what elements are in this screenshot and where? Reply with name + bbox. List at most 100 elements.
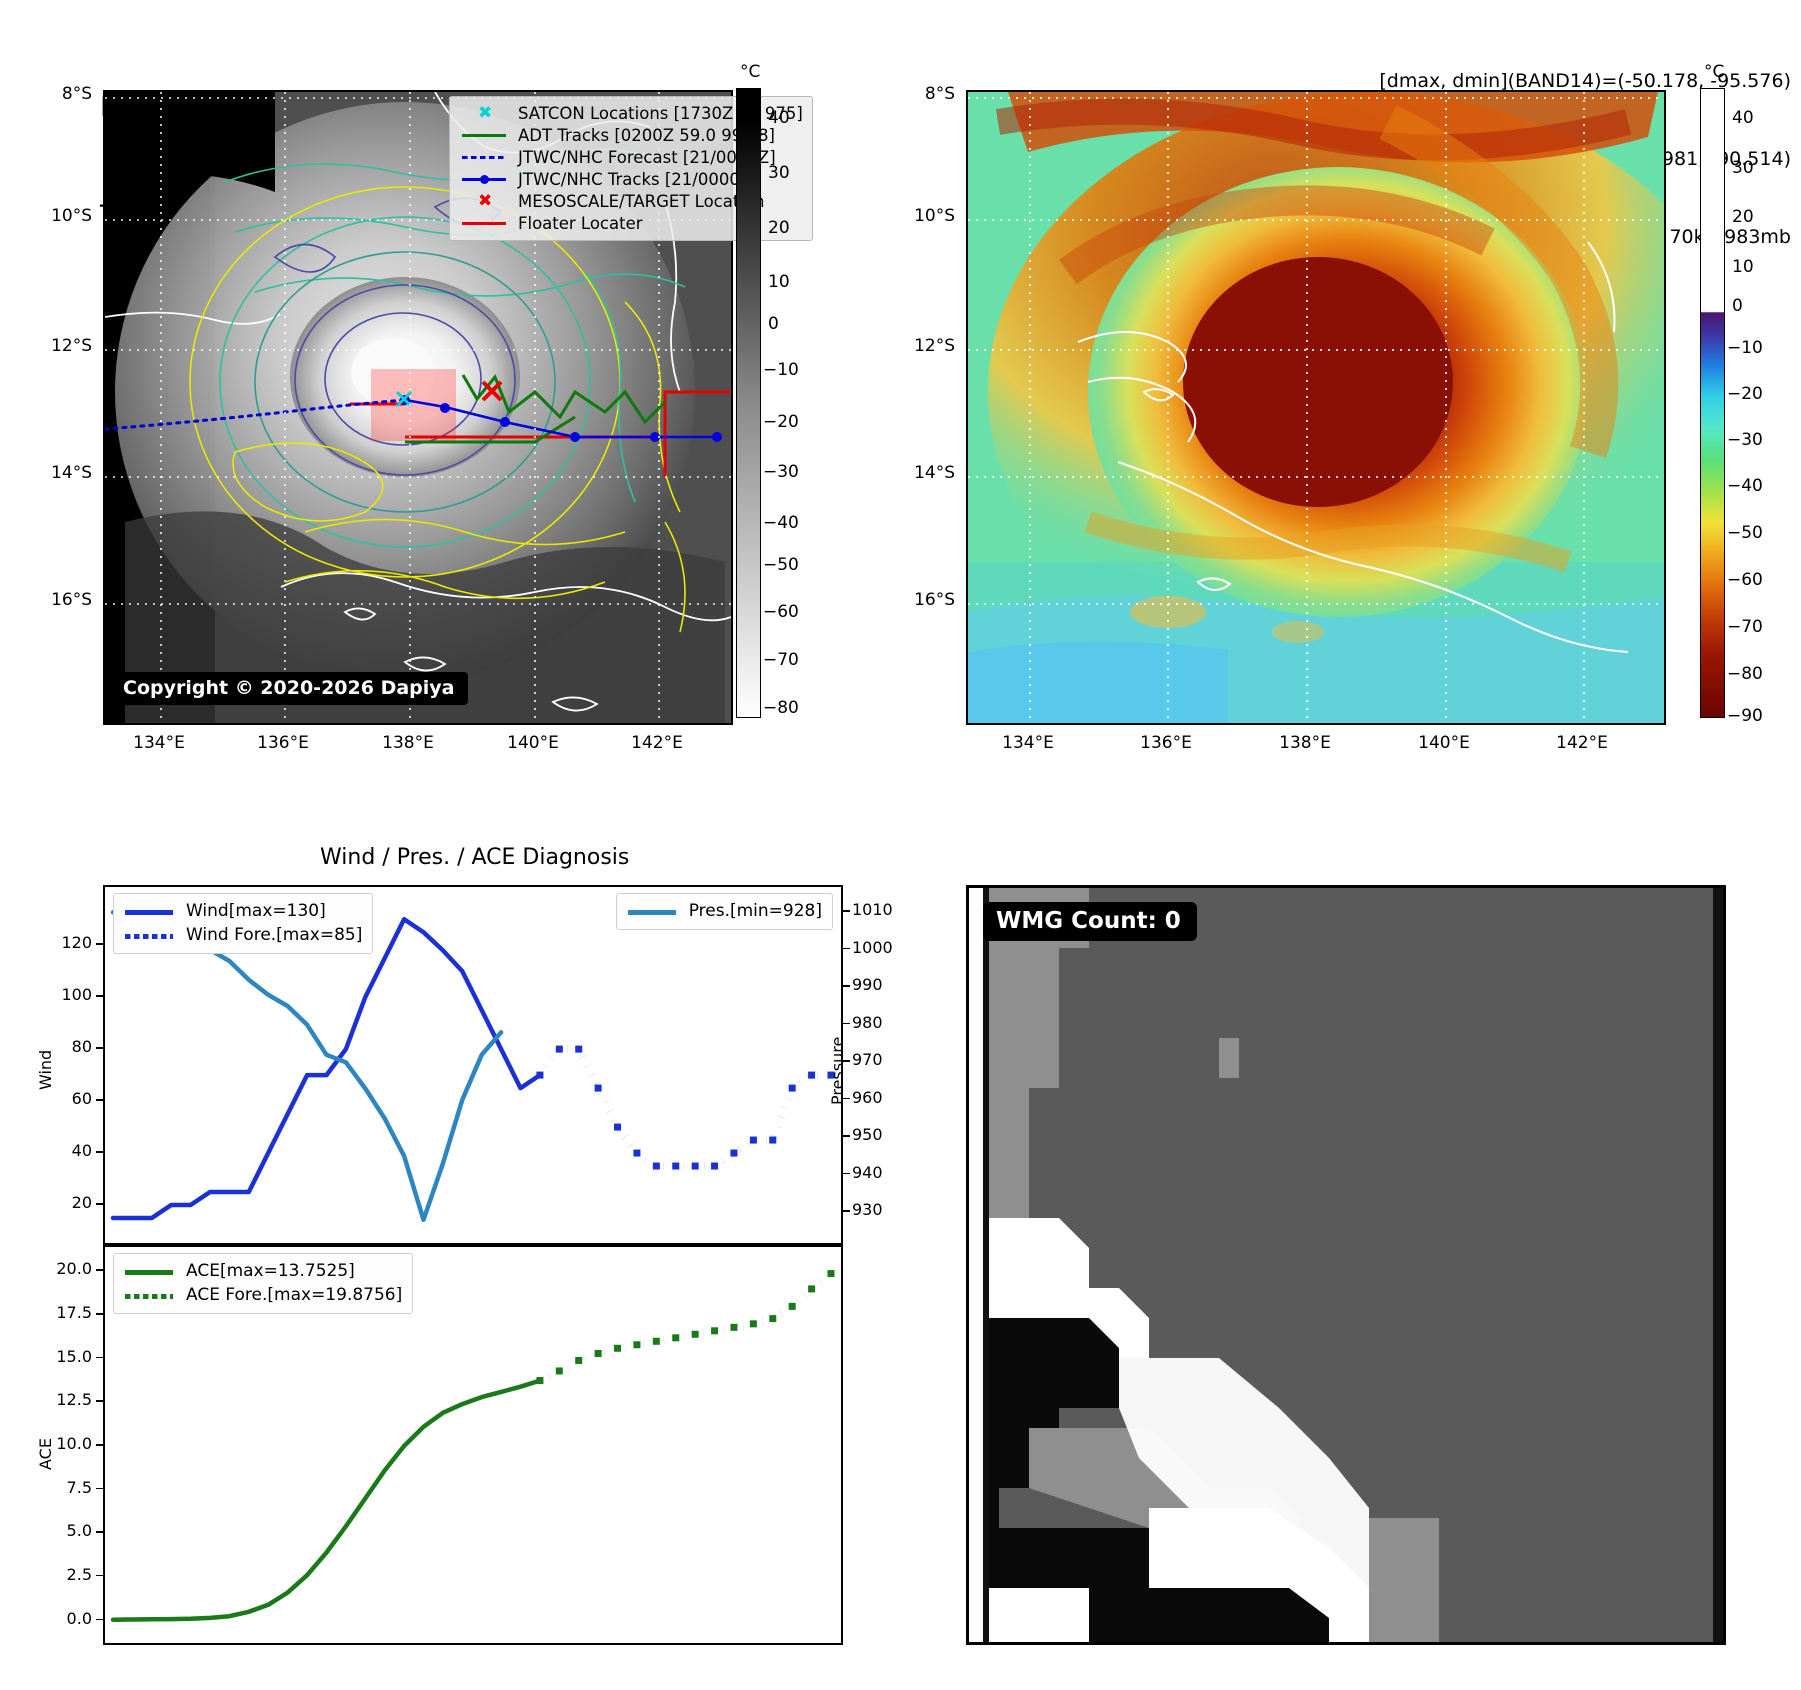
color-colorbar-gradient: [1701, 89, 1724, 717]
ir-lat-tick-8s: 8°S: [61, 84, 92, 104]
floater-line-icon: [458, 214, 510, 232]
awv-lat-tick-10s: 10°S: [914, 206, 955, 226]
cbar-tick: −60: [763, 602, 799, 622]
cbar-tick: −80: [1727, 664, 1763, 684]
legend-row-pressure: Pres.[min=928]: [624, 899, 822, 923]
cbar-tick: −90: [1727, 706, 1763, 726]
ace-line-icon: [121, 1262, 177, 1280]
adt-line-icon: [458, 126, 510, 144]
ir-lon-tick-142e: 142°E: [631, 733, 683, 753]
cbar-tick: 30: [1732, 158, 1754, 178]
awv-enhanced-panel[interactable]: [966, 90, 1666, 725]
ir-lon-tick-134e: 134°E: [133, 733, 185, 753]
ace-y-tick: 20.0: [56, 1259, 92, 1279]
cbar-tick: −10: [763, 360, 799, 380]
cbar-tick: −20: [1727, 384, 1763, 404]
cbar-tick: −10: [1727, 338, 1763, 358]
wmg-panel[interactable]: WMG Count: 0: [966, 885, 1726, 1645]
ir-image: [105, 92, 731, 723]
cbar-tick: −70: [1727, 617, 1763, 637]
cbar-tick: 10: [768, 272, 790, 292]
ace-y-tick: 15.0: [56, 1346, 92, 1366]
ir-lon-tick-136e: 136°E: [257, 733, 309, 753]
ir-satellite-panel[interactable]: ✖ SATCON Locations [1730Z 67 975] ADT Tr…: [103, 90, 813, 725]
wmg-map: [969, 888, 1723, 1642]
legend-label: ACE Fore.[max=19.8756]: [186, 1285, 403, 1305]
ace-y-tick: 5.0: [66, 1521, 92, 1541]
legend-label: Pres.[min=928]: [688, 901, 822, 921]
ir-lat-tick-12s: 12°S: [51, 336, 92, 356]
ir-lat-tick-16s: 16°S: [51, 590, 92, 610]
ace-y-tick: 17.5: [56, 1303, 92, 1323]
wind-y-tick: 100: [61, 985, 92, 1005]
pressure-y-tick: 960: [852, 1087, 883, 1107]
legend-row-floater: Floater Locater: [458, 212, 803, 234]
wind-chart-title: Wind / Pres. / ACE Diagnosis: [320, 845, 630, 870]
color-colorbar[interactable]: [1700, 88, 1725, 718]
gray-colorbar-unit: °C: [740, 62, 761, 82]
pressure-y-tick: 940: [852, 1162, 883, 1182]
ace-legend: ACE[max=13.7525] ACE Fore.[max=19.8756]: [113, 1253, 414, 1314]
jtwc-track-icon: [458, 170, 510, 188]
legend-row-wind: Wind[max=130]: [121, 899, 362, 923]
awv-lat-tick-14s: 14°S: [914, 463, 955, 483]
ace-plot-area: [110, 1270, 835, 1622]
cbar-tick: −40: [1727, 476, 1763, 496]
wind-y-tick: 120: [61, 933, 92, 953]
gray-colorbar[interactable]: [736, 88, 761, 718]
legend-row-forecast: JTWC/NHC Forecast [21/0000Z]: [458, 146, 803, 168]
legend-label: Floater Locater: [518, 213, 643, 233]
awv-lat-tick-16s: 16°S: [914, 590, 955, 610]
awv-lon-tick-140e: 140°E: [1418, 733, 1470, 753]
pressure-line-icon: [624, 902, 680, 920]
cbar-tick: 10: [1732, 257, 1754, 277]
legend-row-wind-forecast: Wind Fore.[max=85]: [121, 923, 362, 947]
ace-y-tick: 10.0: [56, 1434, 92, 1453]
wind-legend: Wind[max=130] Wind Fore.[max=85]: [113, 893, 374, 954]
legend-label: ACE[max=13.7525]: [186, 1261, 355, 1281]
ace-chart[interactable]: ACE[max=13.7525] ACE Fore.[max=19.8756]: [103, 1245, 843, 1645]
legend-label: MESOSCALE/TARGET Location: [518, 191, 765, 211]
cbar-tick: 0: [768, 314, 779, 334]
cbar-tick: −70: [763, 650, 799, 670]
cbar-tick: −50: [763, 555, 799, 575]
cbar-tick: 40: [1732, 108, 1754, 128]
legend-row-adt: ADT Tracks [0200Z 59.0 990.8]: [458, 124, 803, 146]
cbar-tick: −50: [1727, 523, 1763, 543]
wind-y-tick: 60: [71, 1089, 92, 1109]
cbar-tick: −30: [763, 462, 799, 482]
legend-label: ADT Tracks [0200Z 59.0 990.8]: [518, 125, 775, 145]
awv-image: [968, 92, 1664, 723]
awv-lon-tick-138e: 138°E: [1279, 733, 1331, 753]
pressure-y-tick: 1010: [852, 900, 893, 920]
legend-row-jtwc-tracks: JTWC/NHC Tracks [21/0000Z]: [458, 168, 803, 190]
cbar-tick: −80: [763, 698, 799, 718]
ir-lon-tick-138e: 138°E: [382, 733, 434, 753]
pressure-y-tick: 980: [852, 1012, 883, 1032]
pressure-y-tick: 970: [852, 1050, 883, 1070]
awv-lon-tick-142e: 142°E: [1556, 733, 1608, 753]
legend-row-ace-forecast: ACE Fore.[max=19.8756]: [121, 1283, 402, 1307]
dmax-dmin-band14: [dmax, dmin](BAND14)=(-50.178, -95.576): [1379, 70, 1791, 92]
awv-lon-tick-134e: 134°E: [1002, 733, 1054, 753]
wind-y-tick: 40: [71, 1141, 92, 1161]
cbar-tick: 30: [768, 163, 790, 183]
wind-line-icon: [121, 902, 177, 920]
pressure-axis-title: Pressure: [828, 1036, 847, 1105]
wind-forecast-dotted-icon: [121, 926, 177, 944]
cbar-tick: −40: [763, 513, 799, 533]
wind-y-tick: 80: [71, 1037, 92, 1057]
cbar-tick: −20: [763, 412, 799, 432]
awv-lat-tick-12s: 12°S: [914, 336, 955, 356]
mesoscale-x-icon: ✖: [478, 191, 493, 211]
legend-label: Wind Fore.[max=85]: [186, 925, 363, 945]
awv-lon-tick-136e: 136°E: [1140, 733, 1192, 753]
wind-pressure-chart[interactable]: Wind[max=130] Wind Fore.[max=85] Pres.[m…: [103, 885, 843, 1245]
pressure-y-tick: 950: [852, 1125, 883, 1145]
awv-lat-tick-8s: 8°S: [924, 84, 955, 104]
ace-forecast-dotted-icon: [121, 1286, 177, 1304]
legend-label: JTWC/NHC Forecast [21/0000Z]: [518, 147, 776, 167]
ace-y-tick: 0.0: [66, 1608, 92, 1628]
ir-lon-tick-140e: 140°E: [507, 733, 559, 753]
